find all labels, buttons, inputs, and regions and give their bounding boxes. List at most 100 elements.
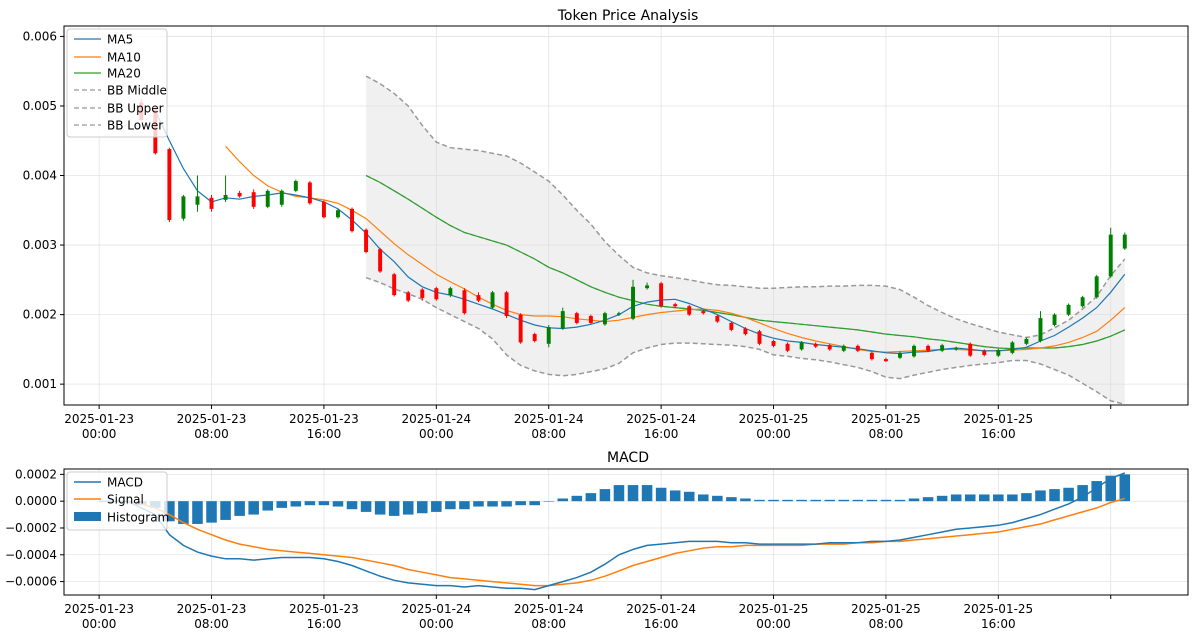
histogram-bar [838, 499, 850, 502]
candle [195, 175, 200, 212]
candle-body [785, 343, 790, 351]
candle-body [912, 345, 916, 357]
histogram-bar [220, 501, 231, 520]
candle-body [982, 350, 987, 355]
candle [912, 344, 916, 358]
moving-averages [154, 110, 1126, 355]
candle [813, 342, 818, 348]
candle-body [350, 208, 354, 232]
price-x-tick-label-time: 08:00 [869, 427, 904, 441]
histogram-bar [1035, 490, 1046, 502]
candle-body [504, 292, 509, 316]
candle-body [434, 288, 439, 300]
legend-ma5-label: MA5 [107, 33, 133, 47]
candle-body [588, 315, 593, 323]
candle [898, 351, 902, 360]
candle [982, 349, 987, 357]
candle [968, 342, 973, 358]
candle [771, 339, 776, 348]
candle [237, 190, 242, 198]
candle [293, 179, 298, 193]
candle-body [209, 197, 214, 209]
price-x-tick-label-date: 2025-01-23 [177, 412, 247, 426]
histogram-bar [304, 501, 316, 506]
candle [364, 228, 369, 254]
histogram-bar [683, 491, 695, 502]
candle-body [729, 322, 734, 330]
histogram-bar [459, 501, 470, 510]
ma5-line [154, 110, 1126, 355]
candle-body [701, 311, 706, 314]
candle-body [448, 288, 453, 296]
histogram-bar [473, 501, 484, 507]
histogram-bar [234, 501, 245, 516]
candle [462, 288, 467, 315]
histogram-bar [894, 499, 906, 502]
legend-histogram-swatch [74, 512, 101, 521]
histogram-bar [880, 499, 892, 502]
candle-body [855, 345, 860, 351]
legend-ma20-label: MA20 [107, 67, 141, 81]
candle-body [602, 313, 607, 325]
candle [687, 304, 692, 316]
price-legend-box [66, 28, 168, 138]
candle-body [715, 315, 720, 322]
candle [729, 321, 734, 332]
histogram-bar [824, 499, 835, 502]
candle-body [167, 149, 172, 221]
price-chart-title: Token Price Analysis [557, 8, 699, 24]
histogram-bar [698, 494, 709, 502]
candle-body [462, 290, 467, 314]
candle [743, 327, 748, 336]
histogram-bar [950, 494, 962, 502]
histogram-bar [332, 501, 344, 507]
candle-body [223, 194, 228, 200]
macd-x-tick-label-date: 2025-01-24 [401, 602, 471, 616]
histogram-bar [360, 501, 372, 512]
histogram-bar [445, 501, 456, 510]
candle [701, 309, 706, 315]
macd-x-tick-label-date: 2025-01-25 [963, 602, 1033, 616]
candle [1080, 295, 1085, 308]
price-x-axis: 2025-01-2300:002025-01-2308:002025-01-23… [64, 405, 1112, 441]
candle [518, 313, 523, 344]
histogram-bar [431, 501, 442, 512]
bollinger-band-fill [366, 76, 1125, 405]
histogram-bar [908, 498, 920, 502]
price-x-tick-label-time: 00:00 [419, 427, 454, 441]
macd-y-tick-label: −0.0002 [5, 521, 57, 535]
macd-histogram-bars [136, 474, 1131, 524]
histogram-bar [979, 494, 990, 502]
candle [336, 208, 340, 219]
histogram-bar [1077, 485, 1088, 502]
candle-body [364, 229, 369, 253]
macd-y-axis: −0.0006 −0.0004 −0.0002 0.0000 0.0002 [5, 467, 64, 589]
candle-body [1094, 276, 1099, 298]
histogram-bar [754, 499, 765, 502]
candle [532, 332, 537, 343]
histogram-bar [417, 501, 428, 514]
price-legend: MA5 MA10 MA20 BB Middle BB Upper BB Lowe… [66, 28, 168, 138]
candle [799, 341, 804, 351]
macd-line [99, 472, 1126, 591]
candle-body [799, 342, 804, 350]
histogram-bar [599, 489, 611, 502]
histogram-bar [1063, 487, 1074, 502]
candle [785, 342, 790, 353]
candle-body [841, 345, 846, 351]
macd-x-tick-label-time: 08:00 [194, 617, 229, 631]
candle [209, 194, 214, 212]
histogram-bar [515, 501, 526, 506]
macd-x-tick-label-date: 2025-01-24 [626, 602, 696, 616]
legend-bb-middle-label: BB Middle [107, 84, 167, 98]
histogram-bar [276, 501, 288, 508]
candle-body [898, 352, 902, 358]
price-x-tick-label-time: 16:00 [644, 427, 679, 441]
candle [1024, 337, 1029, 346]
candle [350, 207, 354, 233]
candle [448, 286, 453, 298]
histogram-bar [964, 494, 976, 502]
candle-body [926, 345, 931, 351]
histogram-bar [796, 499, 807, 502]
